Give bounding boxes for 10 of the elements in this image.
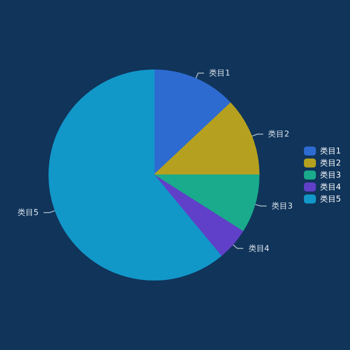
legend-label: 类目3 <box>320 170 342 180</box>
slice-label: 类目4 <box>248 244 270 253</box>
legend-label: 类目4 <box>320 182 342 192</box>
legend-label: 类目5 <box>320 194 342 204</box>
legend-label: 类目1 <box>320 146 342 156</box>
slice-label: 类目3 <box>272 201 293 210</box>
legend-label: 类目2 <box>320 158 342 168</box>
slice-label: 类目1 <box>209 68 230 78</box>
slice-label: 类目2 <box>268 130 290 139</box>
slice-label: 类目5 <box>17 208 39 218</box>
